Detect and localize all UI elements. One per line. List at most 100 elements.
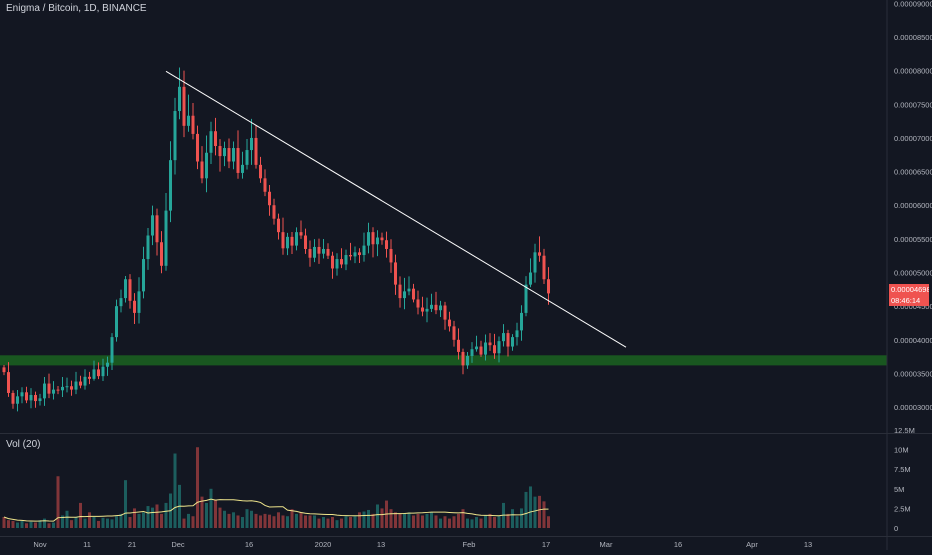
volume-bar [488,513,492,528]
volume-bar [92,517,96,528]
candle-body [155,215,159,243]
candle-body [70,386,73,390]
volume-bar [394,512,397,528]
volume-bar [160,513,163,528]
candle-body [133,300,136,313]
volume-tick-label: 10M [894,446,909,455]
candle-body [7,372,10,393]
volume-bar [380,508,384,528]
candle-body [137,291,141,313]
candle-body [362,245,366,256]
volume-bar [187,513,190,528]
candle-body [236,148,240,173]
volume-bar [344,516,348,528]
candle-body [128,279,132,301]
candle-body [506,333,510,347]
candle-body [313,246,316,258]
volume-bar [88,512,91,528]
price-tick-label: 0.00008500 [894,33,932,42]
candle-body [398,284,402,299]
candle-body [223,148,226,157]
candle-body [65,386,69,388]
volume-bar [223,510,226,528]
volume-bar [214,499,217,528]
candle-body [200,161,204,179]
candle-body [371,232,375,245]
candle-body [286,236,289,249]
volume-bar [47,523,51,528]
candle-body [533,252,537,273]
candle-body [250,137,253,151]
volume-bar [277,512,280,528]
volume-bar [137,513,141,528]
volume-bar [317,518,321,528]
price-tick-label: 0.00003000 [894,403,932,412]
candle-body [61,386,64,391]
price-tick-label: 0.00008000 [894,67,932,76]
time-tick-label: Nov [33,540,47,549]
volume-bar [25,523,28,528]
candle-body [385,240,388,249]
volume-bar [2,517,6,528]
candle-body [101,366,105,377]
candle-body [74,381,78,390]
volume-bar [11,520,15,528]
candle-body [542,255,546,280]
chart-title: Enigma / Bitcoin, 1D, BINANCE [6,3,147,14]
candle-body [38,398,42,402]
volume-bar [83,518,87,528]
candle-body [538,252,541,256]
volume-bar [272,516,276,528]
volume-bar [398,513,402,528]
candle-body [191,115,195,134]
volume-bar [191,516,195,528]
volume-bar [56,476,60,528]
volume-bar [218,507,222,528]
candle-body [515,330,519,338]
volume-bar [493,517,496,528]
time-tick-label: 11 [83,540,91,549]
volume-bar [533,496,537,528]
price-tick-label: 0.00006500 [894,168,932,177]
candle-body [11,392,15,404]
volume-bar [452,516,456,528]
volume-bar [110,519,114,528]
volume-bar [299,512,303,528]
candle-body [497,341,501,354]
volume-bar [205,502,208,528]
time-axis-ticks: Nov 11 21 Dec 16 2020 13 Feb 17 Mar 16 Apr 13 [33,540,812,549]
volume-bar [371,513,375,528]
candle-body [272,205,276,219]
volume-bar [254,513,258,528]
candle-body [79,381,82,386]
time-tick-label: Feb [463,540,476,549]
candle-body [317,246,321,254]
candle-body [205,152,208,179]
candle-body [47,383,51,394]
candle-body [452,326,456,340]
candle-body [403,291,406,299]
volume-bar [506,513,510,528]
candle-body [2,367,6,373]
volume-bar [376,504,379,528]
volume-bar [358,512,361,528]
candle-body [335,259,339,269]
candle-body [92,369,96,379]
time-tick-label: Dec [171,540,185,549]
volume-bar [182,518,186,528]
candle-body [367,232,370,246]
candle-body [106,362,109,367]
candle-body [416,299,420,308]
candle-body [119,298,123,307]
candle-body [115,306,118,338]
volume-bar [124,480,127,528]
candle-body [484,342,487,355]
volume-bar [259,515,262,528]
volume-bar [128,517,132,528]
volume-bars [2,447,550,528]
volume-bar [542,501,546,528]
volume-bar [313,515,316,528]
candle-body [151,215,154,236]
